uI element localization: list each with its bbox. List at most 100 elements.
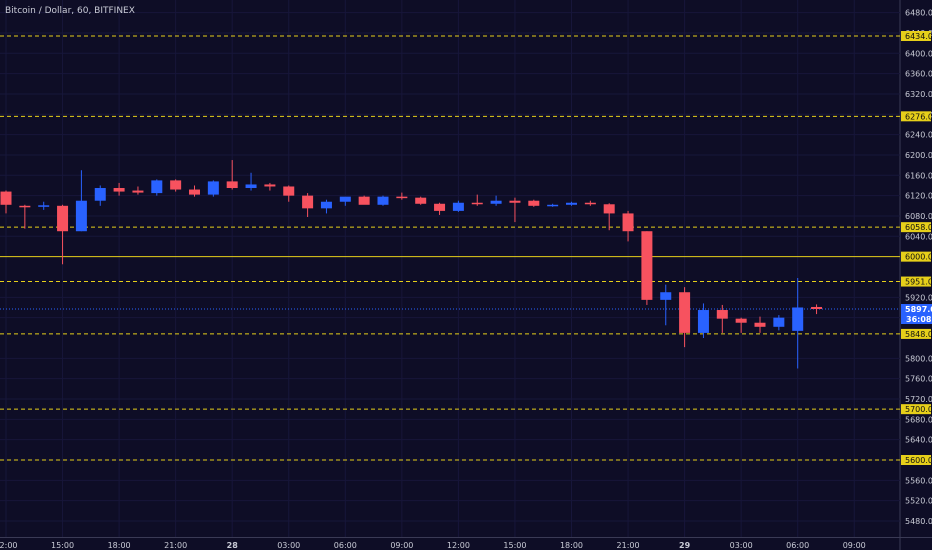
price-axis[interactable]: 6520.06480.06440.06400.06360.06320.06280… xyxy=(901,0,932,526)
candle-body xyxy=(358,196,370,205)
candle[interactable] xyxy=(132,186,144,195)
candle-body xyxy=(509,200,521,203)
candle[interactable] xyxy=(415,196,427,205)
level-price-label: 5600.0 xyxy=(905,456,932,465)
candle[interactable] xyxy=(792,277,804,369)
candle[interactable] xyxy=(697,303,709,338)
candle-body xyxy=(207,181,219,195)
candle[interactable] xyxy=(283,185,295,202)
y-tick-label: 5760.0 xyxy=(905,375,932,384)
candle-body xyxy=(0,191,12,205)
candle[interactable] xyxy=(471,194,483,206)
y-tick-label: 5480.0 xyxy=(905,517,932,526)
candle[interactable] xyxy=(603,203,615,231)
candle-body xyxy=(735,318,747,323)
y-tick-label: 6120.0 xyxy=(905,192,932,201)
candle[interactable] xyxy=(716,304,728,333)
candle[interactable] xyxy=(320,199,332,214)
candle-body xyxy=(245,184,257,189)
y-tick-label: 6040.0 xyxy=(905,232,932,241)
candles xyxy=(0,160,823,369)
candle-body xyxy=(57,205,69,232)
candle[interactable] xyxy=(0,190,12,214)
candle[interactable] xyxy=(547,203,559,207)
candle-body xyxy=(584,202,596,205)
candle-body xyxy=(697,310,709,333)
candle-body xyxy=(226,181,238,189)
candle-body xyxy=(566,202,577,205)
candle-body xyxy=(452,202,464,211)
current-price-label: 5897.0 xyxy=(905,305,932,314)
candle[interactable] xyxy=(509,197,521,223)
candle-body xyxy=(415,197,427,204)
candle[interactable] xyxy=(396,192,408,200)
candle[interactable] xyxy=(754,316,766,333)
candle[interactable] xyxy=(264,182,276,191)
candle[interactable] xyxy=(660,284,672,326)
candle[interactable] xyxy=(811,304,823,315)
candle[interactable] xyxy=(94,185,106,206)
x-tick-label: 21:00 xyxy=(617,541,640,550)
candle[interactable] xyxy=(528,199,540,207)
y-tick-label: 6360.0 xyxy=(905,70,932,79)
y-tick-label: 6320.0 xyxy=(905,90,932,99)
candle[interactable] xyxy=(377,195,389,206)
level-price-tag xyxy=(901,222,931,233)
level-price-label: 6000.0 xyxy=(905,253,932,262)
candle[interactable] xyxy=(189,185,200,197)
candle-body xyxy=(471,202,483,205)
candle[interactable] xyxy=(19,204,31,229)
candle[interactable] xyxy=(302,193,314,217)
candle[interactable] xyxy=(773,315,785,331)
x-tick-label: 06:00 xyxy=(334,541,357,550)
candle-body xyxy=(302,195,314,209)
level-price-label: 5951.0 xyxy=(905,278,932,287)
x-tick-label: 18:00 xyxy=(108,541,131,550)
x-tick-label: 03:00 xyxy=(730,541,753,550)
horizontal-levels xyxy=(0,35,900,461)
candle-body xyxy=(622,213,634,232)
x-tick-label: 15:00 xyxy=(51,541,74,550)
candle[interactable] xyxy=(339,196,351,206)
candle-body xyxy=(660,292,672,300)
candle-body xyxy=(641,231,653,300)
candle-body xyxy=(38,205,50,207)
candle[interactable] xyxy=(358,195,370,205)
candle[interactable] xyxy=(584,200,596,206)
candle[interactable] xyxy=(622,210,634,242)
y-tick-label: 5640.0 xyxy=(905,436,932,445)
level-price-tag xyxy=(901,455,931,465)
candle-body xyxy=(377,196,389,205)
y-tick-label: 6160.0 xyxy=(905,171,932,180)
y-tick-label: 5680.0 xyxy=(905,415,932,424)
candle[interactable] xyxy=(735,317,747,333)
time-axis[interactable]: 12:00 15:00 18:00 21:00 28 03:00 06:00 09:00 12:… xyxy=(0,541,866,550)
x-tick-label: 06:00 xyxy=(786,541,809,550)
candle[interactable] xyxy=(151,179,163,196)
candle[interactable] xyxy=(226,160,238,190)
x-tick-label: 15:00 xyxy=(503,541,526,550)
candle-body xyxy=(603,204,615,214)
candle[interactable] xyxy=(38,201,50,210)
candle[interactable] xyxy=(434,202,446,215)
candle[interactable] xyxy=(57,204,69,265)
candle[interactable] xyxy=(245,172,257,191)
candle[interactable] xyxy=(679,287,691,348)
candle[interactable] xyxy=(490,195,502,206)
current-price-tag xyxy=(901,304,932,325)
candle[interactable] xyxy=(113,182,125,196)
candle[interactable] xyxy=(207,180,219,197)
candle[interactable] xyxy=(566,201,577,206)
candle[interactable] xyxy=(641,231,653,305)
y-tick-label: 6080.0 xyxy=(905,212,932,221)
x-tick-label: 09:00 xyxy=(843,541,866,550)
level-price-tag xyxy=(901,111,931,122)
level-price-tag xyxy=(901,404,931,415)
candle[interactable] xyxy=(75,170,87,232)
candle[interactable] xyxy=(452,200,464,212)
candle[interactable] xyxy=(170,179,182,192)
x-tick-label: 12:00 xyxy=(447,541,470,550)
candle-body xyxy=(434,203,446,211)
